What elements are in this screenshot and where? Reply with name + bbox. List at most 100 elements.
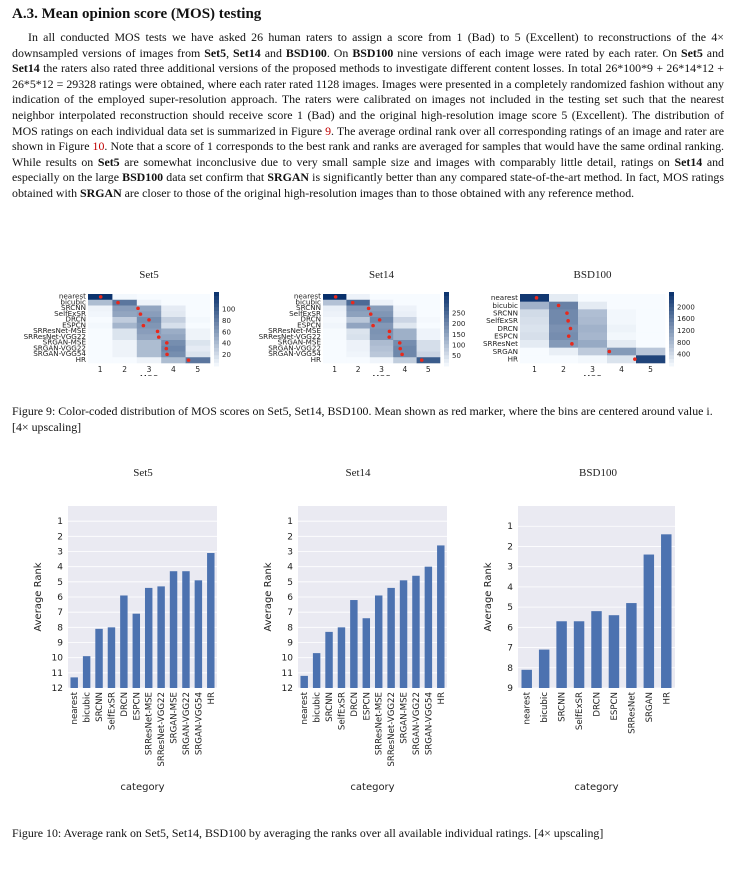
colorbar-segment [444, 362, 449, 367]
mean-marker [565, 311, 569, 315]
x-tick-label: bicubic [83, 692, 93, 723]
colorbar-tick: 200 [452, 320, 465, 328]
colorbar-segment [214, 306, 219, 311]
heatmap-cell [185, 311, 211, 318]
heatmap-cell [416, 305, 441, 312]
heatmap-cell [549, 355, 579, 364]
heatmap-cell [161, 351, 186, 358]
mean-marker [147, 318, 151, 322]
body-paragraph: In all conducted MOS tests we have asked… [12, 30, 724, 202]
paragraph-segment: nine versions of each image were rated b… [393, 45, 682, 60]
heatmap-cell [88, 334, 113, 341]
heatmap-cell [185, 357, 211, 364]
heatmap-cell [112, 322, 138, 329]
bar [424, 566, 433, 688]
heatmap-cell [416, 311, 441, 318]
heatmap-cell [578, 324, 608, 333]
colorbar-tick: 50 [452, 352, 461, 360]
mean-marker [377, 318, 382, 322]
heatmap-cell [369, 351, 394, 358]
heatmap-cell [136, 328, 162, 335]
colorbar-segment [214, 310, 219, 315]
heatmap-cell [393, 328, 417, 335]
heatmap-cell [161, 299, 186, 306]
heatmap-cell [136, 305, 162, 312]
colorbar-segment [444, 332, 449, 337]
colorbar-segment [214, 336, 219, 341]
y-tick-label: 5 [57, 578, 63, 588]
y-tick-label: 7 [57, 608, 63, 618]
mean-marker [633, 357, 637, 361]
heatmap-row-label: DRCN [300, 315, 321, 324]
bold-term: BSD100 [122, 170, 164, 185]
x-tick-label: DRCN [120, 692, 130, 717]
x-tick-label: SRResNet-VGG22 [157, 692, 167, 767]
bar [82, 656, 91, 688]
paragraph-text: In all conducted MOS tests we have asked… [12, 30, 724, 202]
heatmap-row-label: SRGAN-MSE [278, 338, 322, 347]
y-tick-label: 12 [282, 684, 293, 694]
heatmap-cell [393, 357, 417, 364]
heatmap-cell [346, 334, 371, 341]
heatmap-cell [346, 317, 371, 324]
figure-ref-link[interactable]: 10 [92, 139, 105, 154]
colorbar-segment [444, 295, 449, 300]
heatmap-cell [549, 347, 579, 356]
heatmap-row-label: SRResNet [483, 339, 518, 348]
heatmap-cell [369, 334, 394, 341]
heatmap-x-tick: 5 [648, 365, 653, 374]
heatmap-row-label: bicubic [295, 297, 321, 306]
colorbar-tick: 40 [222, 340, 231, 348]
mean-marker [186, 358, 191, 362]
heatmap-cell [136, 334, 162, 341]
colorbar-segment [444, 347, 449, 352]
figure-ref-link[interactable]: 9 [325, 123, 332, 138]
paragraph-segment: is significantly better than any compare… [12, 170, 724, 200]
heatmap-x-tick: 5 [195, 365, 200, 374]
heatmap-cell [369, 294, 394, 301]
heatmap-title: Set14 [369, 269, 395, 281]
heatmap-cell [346, 299, 371, 306]
mean-marker [333, 295, 338, 299]
heatmap-row-label: DRCN [65, 315, 86, 324]
colorbar-segment [669, 303, 674, 308]
y-tick-label: 7 [507, 644, 513, 654]
x-tick-label: SRGAN [645, 692, 655, 722]
x-tick-label: SelfExSR [575, 692, 585, 730]
heatmap-cell [112, 311, 138, 318]
bar [573, 621, 585, 688]
heatmap-cell [136, 340, 162, 347]
heatmap-cell [393, 345, 417, 352]
heatmap-row-label: SRGAN-VGG22 [33, 343, 86, 352]
heatmap-row-label: SelfExSR [289, 309, 321, 318]
bar [120, 595, 128, 688]
heatmap-cell [416, 345, 441, 352]
colorbar-tick: 800 [677, 339, 690, 347]
heatmap-x-tick: 4 [619, 365, 624, 374]
bold-term: Set5 [681, 45, 703, 60]
heatmap-cell [607, 294, 637, 302]
heatmap-cell [88, 317, 113, 324]
heatmap-cell [636, 324, 666, 333]
heatmap-cell [136, 357, 162, 364]
heatmap-cell [636, 294, 666, 302]
heatmap-cell [369, 305, 394, 312]
colorbar-segment [214, 332, 219, 337]
heatmap-row-label: SRGAN-VGG54 [268, 349, 321, 358]
heatmap-cell [636, 347, 666, 356]
colorbar-segment [444, 314, 449, 319]
mean-marker [138, 312, 143, 316]
colorbar-segment [669, 343, 674, 348]
bar-chart-title: BSD100 [579, 467, 617, 479]
bar [157, 586, 165, 688]
x-tick-label: SRGAN-VGG22 [412, 692, 422, 755]
colorbar-segment [444, 329, 449, 334]
mean-marker [165, 341, 169, 345]
mean-marker [350, 300, 355, 305]
heatmap-cell [549, 317, 579, 325]
colorbar-segment [444, 325, 449, 330]
heatmap-cell [393, 299, 417, 306]
heatmap-x-tick: 3 [147, 365, 152, 374]
